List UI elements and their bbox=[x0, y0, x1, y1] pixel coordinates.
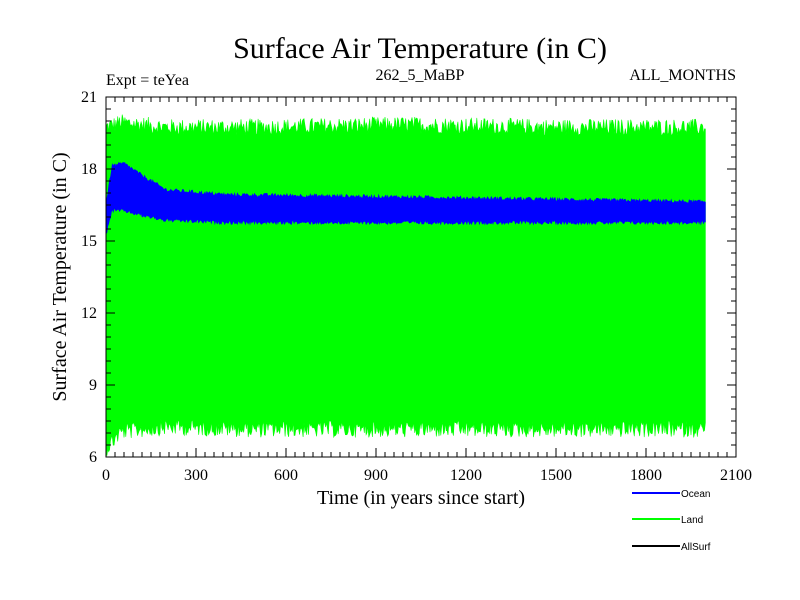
y-tick-label: 12 bbox=[81, 305, 97, 322]
series-ocean-band bbox=[105, 162, 706, 235]
x-axis-label: Time (in years since start) bbox=[317, 487, 525, 509]
y-tick-label: 21 bbox=[81, 89, 97, 106]
legend-label-ocean: Ocean bbox=[681, 489, 710, 500]
x-tick-label: 600 bbox=[274, 467, 298, 484]
x-tick-label: 2100 bbox=[720, 467, 752, 484]
y-tick-label: 18 bbox=[81, 161, 97, 178]
x-tick-label: 0 bbox=[102, 467, 110, 484]
x-tick-label: 1200 bbox=[450, 467, 482, 484]
plot-area bbox=[105, 114, 706, 456]
legend-label-allsurf: AllSurf bbox=[681, 542, 711, 553]
chart-title: Surface Air Temperature (in C) bbox=[233, 32, 607, 65]
axis-ticks bbox=[105, 96, 737, 458]
period-label: 262_5_MaBP bbox=[376, 67, 465, 84]
y-tick-label: 6 bbox=[89, 449, 97, 466]
y-tick-label: 15 bbox=[81, 233, 97, 250]
series-land-band bbox=[105, 114, 706, 456]
y-tick-labels: 6 9 12 15 18 21 bbox=[81, 89, 97, 466]
months-label: ALL_MONTHS bbox=[629, 67, 736, 84]
legend-label-land: Land bbox=[681, 515, 703, 526]
y-tick-label: 9 bbox=[89, 377, 97, 394]
x-tick-label: 300 bbox=[184, 467, 208, 484]
x-tick-label: 1500 bbox=[540, 467, 572, 484]
legend: Ocean Land AllSurf bbox=[632, 489, 711, 553]
experiment-label: Expt = teYea bbox=[106, 72, 189, 89]
y-axis-label: Surface Air Temperature (in C) bbox=[49, 152, 71, 401]
x-tick-labels: 0 300 600 900 1200 1500 1800 2100 bbox=[102, 467, 752, 484]
x-tick-label: 900 bbox=[364, 467, 388, 484]
x-tick-label: 1800 bbox=[630, 467, 662, 484]
